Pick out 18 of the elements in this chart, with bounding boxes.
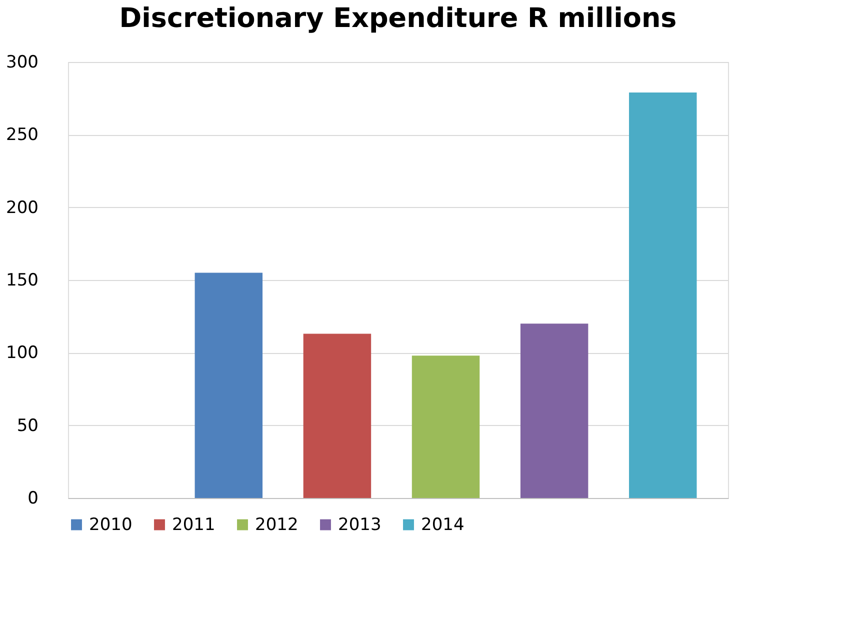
- bar: [412, 356, 480, 498]
- legend-label: 2011: [172, 514, 216, 535]
- legend-label: 2013: [338, 514, 382, 535]
- legend-label: 2010: [89, 514, 132, 535]
- y-tick-label: 250: [6, 125, 38, 146]
- y-tick-label: 0: [28, 488, 38, 508]
- y-tick-label: 200: [6, 198, 38, 218]
- bar: [194, 272, 263, 498]
- y-tick-label: 150: [6, 270, 38, 290]
- chart-title: Discretionary Expenditure R millions: [119, 3, 677, 34]
- bar: [303, 334, 372, 498]
- bar: [520, 324, 588, 498]
- y-tick-label: 50: [16, 416, 38, 436]
- legend-label: 2012: [255, 514, 298, 535]
- y-tick-label: 100: [6, 343, 38, 364]
- y-tick-label: 300: [6, 52, 38, 72]
- bar: [629, 92, 697, 498]
- legend-label: 2014: [421, 514, 464, 535]
